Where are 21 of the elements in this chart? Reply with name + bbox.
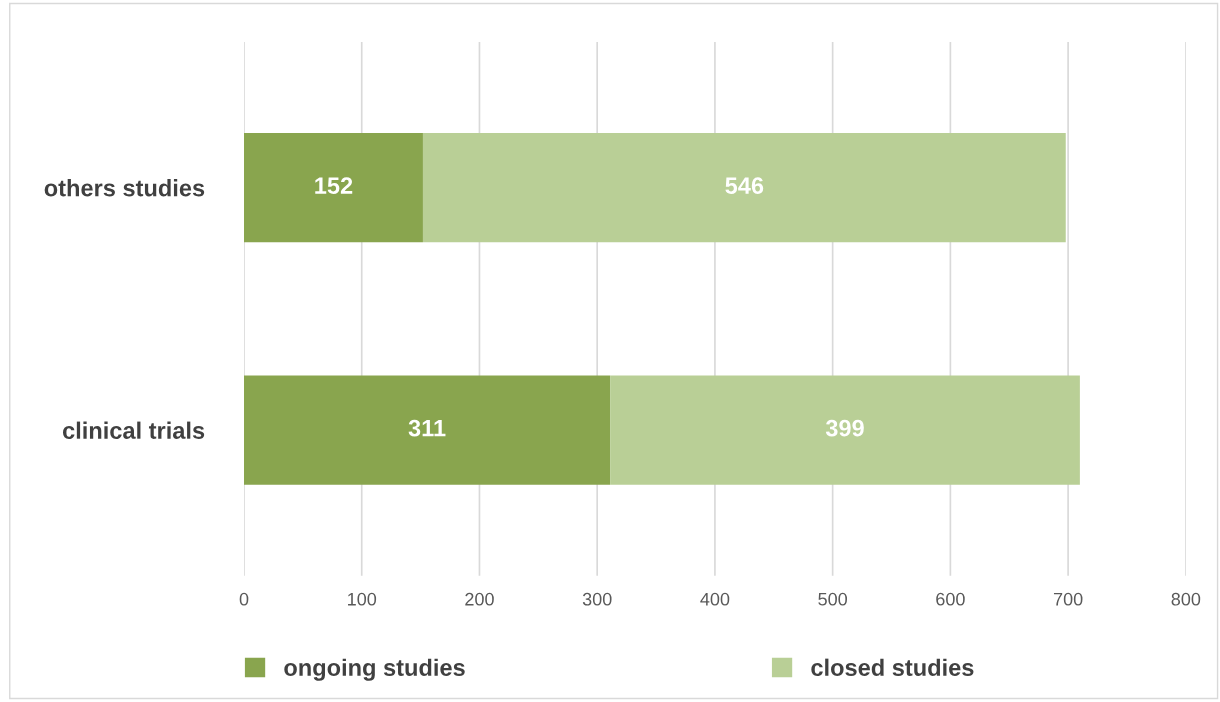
x-tick-label: 0 bbox=[239, 592, 249, 606]
data-label: 399 bbox=[825, 419, 864, 437]
x-tick-label: 500 bbox=[818, 592, 848, 606]
bar bbox=[244, 133, 423, 243]
data-label: 546 bbox=[725, 177, 764, 194]
data-label: 152 bbox=[315, 177, 353, 194]
x-tick-label: 600 bbox=[936, 592, 965, 606]
legend-label: ongoing studies bbox=[284, 658, 465, 681]
data-label: 311 bbox=[408, 419, 446, 437]
x-tick-label: 200 bbox=[465, 592, 494, 606]
legend-label: closed studies bbox=[811, 658, 974, 676]
x-tick-label: 300 bbox=[582, 592, 612, 606]
x-tick-label: 700 bbox=[1053, 592, 1083, 606]
y-tick-label: clinical trials bbox=[62, 421, 205, 439]
bar bbox=[610, 375, 1080, 485]
bar bbox=[422, 133, 1066, 243]
x-tick-label: 100 bbox=[348, 592, 377, 606]
x-tick-label: 800 bbox=[1171, 592, 1201, 606]
bar bbox=[244, 375, 611, 485]
y-tick-label: others studies bbox=[44, 179, 205, 197]
x-tick-label: 400 bbox=[700, 592, 730, 606]
